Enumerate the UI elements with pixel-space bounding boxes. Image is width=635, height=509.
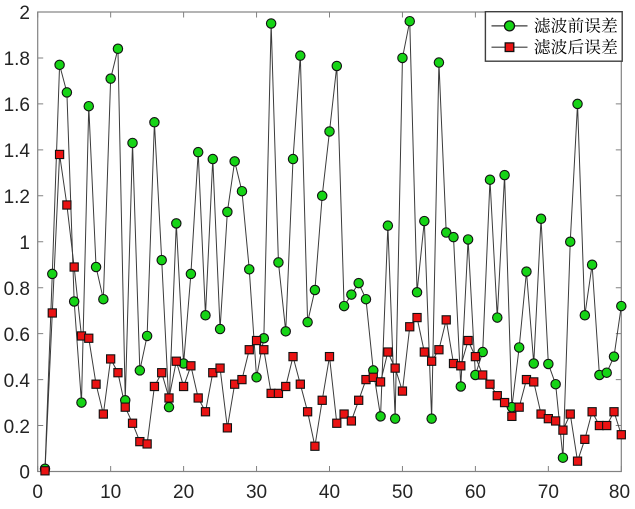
svg-text:0.8: 0.8 [4, 279, 30, 300]
svg-text:1.6: 1.6 [4, 95, 30, 116]
svg-text:0: 0 [32, 482, 43, 503]
svg-text:0.2: 0.2 [4, 417, 30, 438]
svg-text:50: 50 [392, 482, 413, 503]
svg-text:60: 60 [465, 482, 486, 503]
svg-text:40: 40 [319, 482, 340, 503]
svg-text:30: 30 [246, 482, 267, 503]
svg-text:20: 20 [173, 482, 194, 503]
svg-text:1.8: 1.8 [4, 49, 30, 70]
svg-text:80: 80 [609, 482, 630, 503]
svg-text:0: 0 [19, 463, 30, 484]
svg-text:1: 1 [19, 233, 30, 254]
svg-text:10: 10 [100, 482, 121, 503]
svg-text:0.6: 0.6 [4, 325, 30, 346]
svg-text:2: 2 [19, 3, 30, 24]
svg-text:70: 70 [538, 482, 559, 503]
svg-text:1.4: 1.4 [4, 141, 31, 162]
svg-text:1.2: 1.2 [4, 187, 30, 208]
svg-text:0.4: 0.4 [4, 371, 31, 392]
